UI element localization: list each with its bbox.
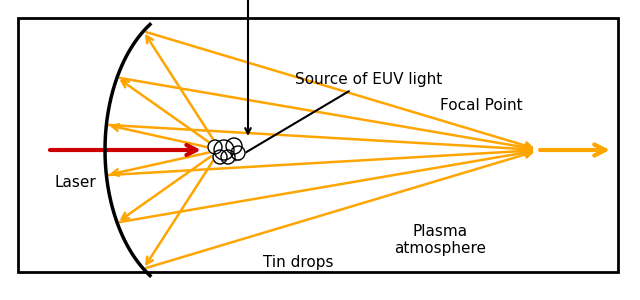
Text: Laser: Laser <box>55 175 97 190</box>
Circle shape <box>208 140 222 154</box>
Text: Tin drops: Tin drops <box>263 254 333 269</box>
Text: Plasma
atmosphere: Plasma atmosphere <box>394 224 486 256</box>
Text: Source of EUV light: Source of EUV light <box>232 72 442 160</box>
Circle shape <box>226 138 242 154</box>
Bar <box>18 18 618 272</box>
Circle shape <box>214 140 234 160</box>
Text: Focal Point: Focal Point <box>440 98 523 112</box>
Circle shape <box>231 146 245 160</box>
Circle shape <box>213 150 227 164</box>
Circle shape <box>221 150 235 164</box>
